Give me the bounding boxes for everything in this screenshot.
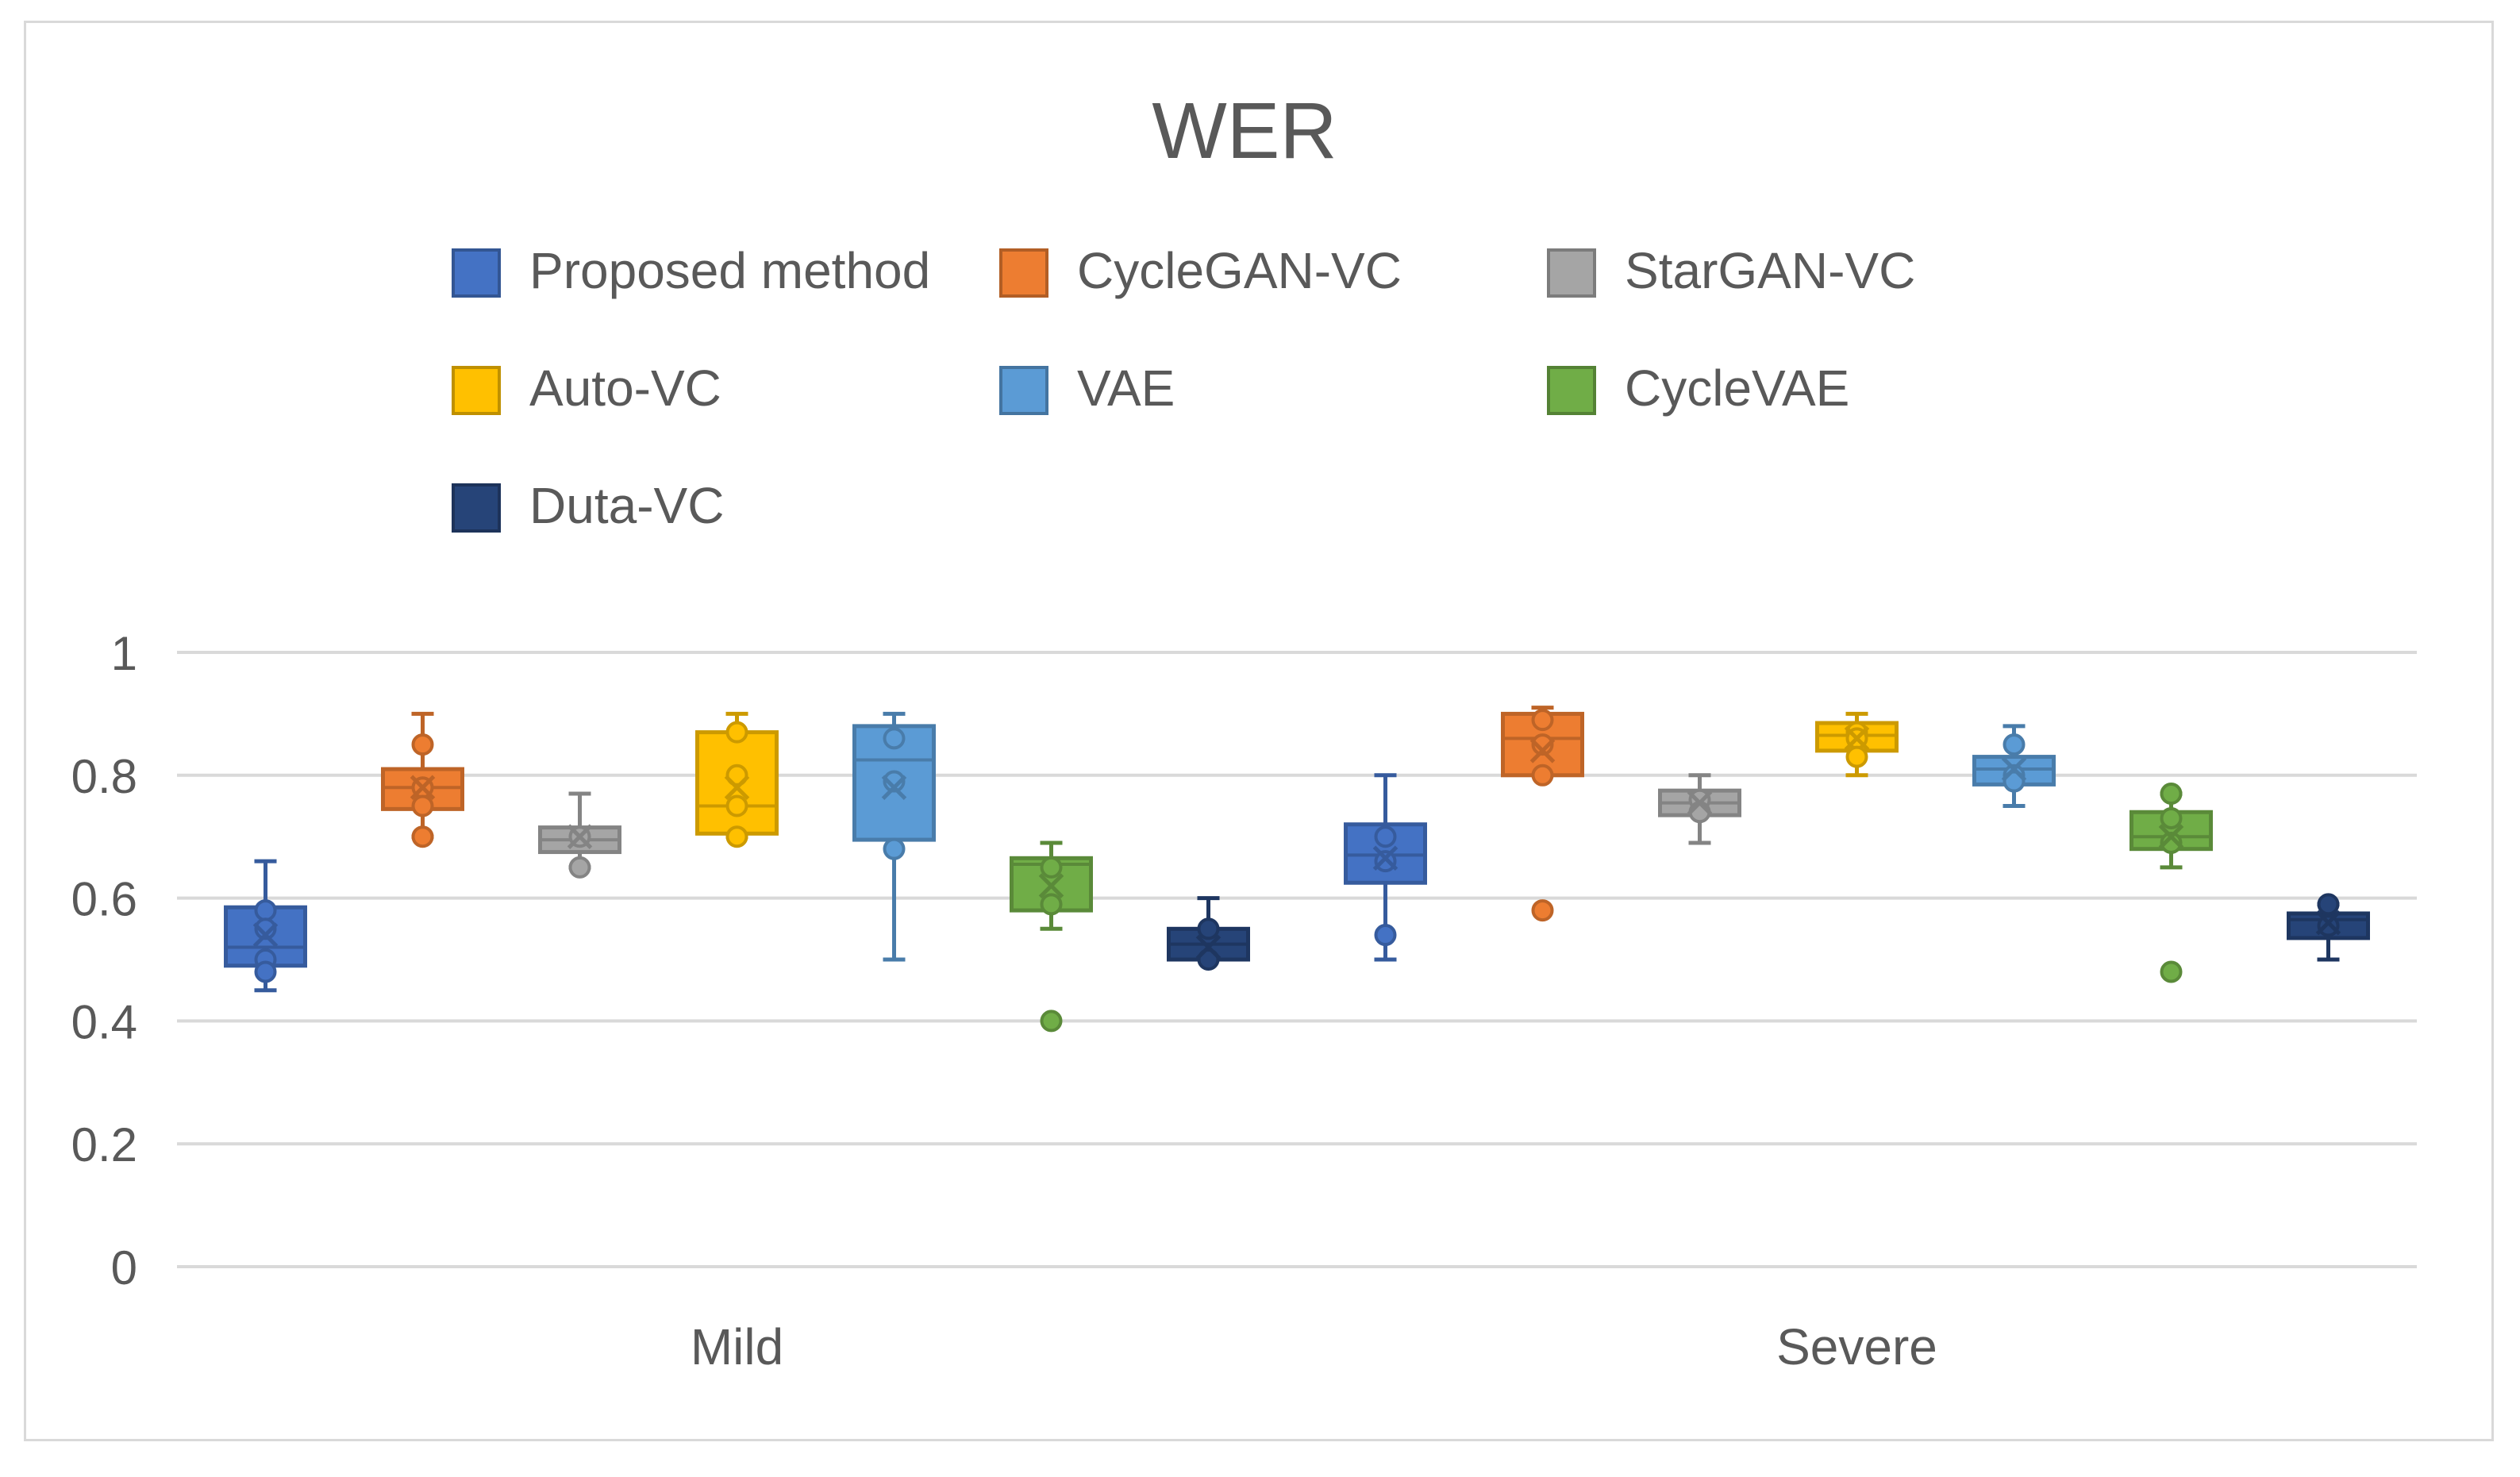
legend-swatch-stargan-vc — [1547, 248, 1596, 298]
box-cyclevae-severe — [2129, 783, 2213, 983]
box-vae-mild — [852, 711, 936, 962]
data-point — [1531, 733, 1554, 756]
x-tick-label-mild: Mild — [691, 1318, 783, 1375]
data-point — [1845, 745, 1868, 768]
y-axis: 0 0.2 0.4 0.6 0.8 1 — [71, 627, 137, 1294]
data-point — [254, 917, 277, 940]
mean-marker — [724, 775, 750, 801]
data-point — [411, 733, 434, 756]
data-point — [883, 727, 906, 750]
mean-marker — [881, 775, 907, 801]
data-point — [725, 721, 748, 744]
box-plot-chart: WER Proposed method CycleGAN-VC StarGAN-VC… — [71, 87, 2417, 1375]
legend-swatch-vae — [999, 366, 1048, 415]
box-stargan-vc-mild — [538, 791, 621, 879]
legend-swatch-proposed-method — [452, 248, 501, 298]
legend-item-vae: VAE — [999, 360, 1175, 417]
legend-label-duta-vc: Duta-VC — [529, 477, 724, 534]
data-point — [2160, 806, 2183, 829]
data-point — [1531, 709, 1554, 732]
legend-label-stargan-vc: StarGAN-VC — [1625, 242, 1915, 299]
box-cyclegan-vc-mild — [381, 711, 464, 848]
legend-item-cyclegan-vc: CycleGAN-VC — [999, 242, 1402, 299]
data-point — [2317, 893, 2340, 916]
box-duta-vc-mild — [1167, 896, 1250, 971]
mean-marker — [567, 824, 593, 849]
mean-marker — [1195, 934, 1222, 960]
mean-marker — [2001, 756, 2027, 782]
box-proposed-method-severe — [1344, 773, 1427, 962]
data-point — [568, 856, 591, 879]
data-point — [411, 825, 434, 848]
mean-marker — [1687, 790, 1713, 816]
chart-frame: WER Proposed method CycleGAN-VC StarGAN-VC… — [24, 21, 2494, 1441]
outlier-point — [1040, 1010, 1063, 1033]
x-axis: Mild Severe — [691, 1318, 1937, 1375]
data-point — [725, 825, 748, 848]
data-point — [1197, 917, 1220, 940]
mean-marker — [410, 775, 436, 801]
data-point — [1040, 856, 1063, 879]
legend: Proposed method CycleGAN-VC StarGAN-VC Auto… — [452, 242, 1915, 534]
mean-marker — [1372, 845, 1399, 871]
data-point — [1374, 825, 1397, 848]
outlier-point — [1531, 899, 1554, 922]
legend-swatch-cyclegan-vc — [999, 248, 1048, 298]
plot-area — [224, 706, 2370, 1033]
legend-item-stargan-vc: StarGAN-VC — [1547, 242, 1915, 299]
y-tick-label: 0.4 — [71, 995, 137, 1048]
data-point — [2160, 831, 2183, 854]
mean-marker — [1844, 725, 1870, 752]
y-tick-label: 0.6 — [71, 873, 137, 926]
data-point — [1040, 893, 1063, 916]
legend-label-proposed-method: Proposed method — [529, 242, 930, 299]
data-point — [2317, 914, 2340, 937]
box-auto-vc-mild — [695, 711, 779, 848]
mean-marker — [1038, 873, 1064, 898]
data-point — [411, 794, 434, 817]
y-tick-label: 0.2 — [71, 1118, 137, 1171]
legend-swatch-auto-vc — [452, 366, 501, 415]
y-tick-label: 0.8 — [71, 750, 137, 803]
legend-item-duta-vc: Duta-VC — [452, 477, 724, 534]
box-duta-vc-severe — [2287, 893, 2370, 962]
mean-marker — [1529, 738, 1556, 764]
legend-swatch-cyclevae — [1547, 366, 1596, 415]
legend-label-vae: VAE — [1077, 360, 1175, 417]
data-point — [2160, 783, 2183, 806]
data-point — [883, 770, 906, 793]
data-point — [1374, 924, 1397, 947]
box-vae-severe — [1972, 724, 2056, 808]
legend-item-auto-vc: Auto-VC — [452, 360, 721, 417]
mean-marker — [252, 922, 279, 948]
data-point — [1374, 850, 1397, 873]
legend-swatch-duta-vc — [452, 483, 501, 533]
legend-item-proposed-method: Proposed method — [452, 242, 930, 299]
box-stargan-vc-severe — [1658, 773, 1741, 845]
box-cyclegan-vc-severe — [1501, 706, 1584, 922]
chart-title: WER — [1152, 87, 1337, 175]
mean-marker — [2315, 910, 2341, 936]
data-point — [1531, 764, 1554, 787]
box-proposed-method-mild — [224, 859, 307, 993]
y-tick-label: 1 — [111, 627, 137, 680]
data-point — [2003, 733, 2026, 756]
mean-marker — [2158, 824, 2184, 849]
box-auto-vc-severe — [1815, 711, 1899, 778]
outlier-point — [2160, 960, 2183, 983]
y-tick-label: 0 — [111, 1241, 137, 1294]
data-point — [725, 794, 748, 817]
data-point — [254, 960, 277, 983]
legend-label-auto-vc: Auto-VC — [529, 360, 721, 417]
box-cyclevae-mild — [1010, 840, 1093, 1033]
legend-label-cyclegan-vc: CycleGAN-VC — [1077, 242, 1402, 299]
x-tick-label-severe: Severe — [1776, 1318, 1937, 1375]
data-point — [254, 899, 277, 922]
gridlines — [177, 651, 2417, 1268]
data-point — [883, 837, 906, 860]
legend-item-cyclevae: CycleVAE — [1547, 360, 1849, 417]
legend-label-cyclevae: CycleVAE — [1625, 360, 1849, 417]
